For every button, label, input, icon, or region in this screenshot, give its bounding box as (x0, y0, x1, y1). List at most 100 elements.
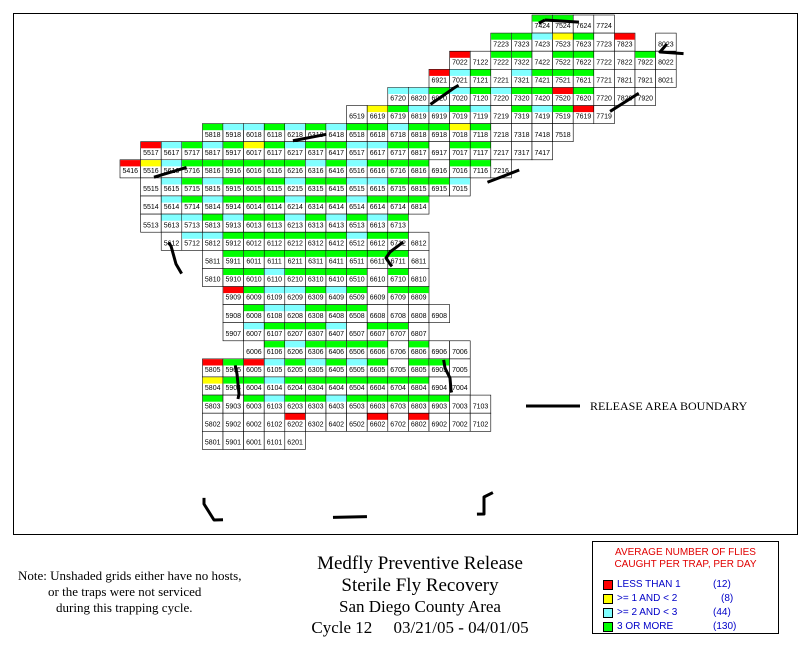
grid-cell: 5816 (202, 159, 224, 179)
grid-cell-color-band (367, 142, 388, 149)
grid-cell-color-band (161, 178, 182, 185)
grid-cell-label: 5516 (143, 168, 159, 175)
grid-cell-color-band (202, 232, 223, 239)
grid-cell-color-band (388, 196, 409, 203)
grid-cell: 7524 (552, 14, 574, 34)
grid-cell: 5818 (202, 123, 224, 142)
grid-cell-label: 5617 (164, 150, 180, 157)
grid-cell-label: 6716 (390, 168, 406, 175)
grid-cell-color-band (511, 105, 532, 113)
grid-cell: 6804 (408, 376, 430, 396)
grid-cell-label: 6109 (267, 295, 283, 302)
grid-cell-label: 6705 (390, 367, 406, 374)
grid-cell-color-band (243, 160, 264, 167)
grid-cell-label: 7420 (535, 96, 551, 103)
grid-cell-color-band (491, 87, 512, 94)
grid-cell-label: 6115 (267, 186, 282, 193)
grid-cell-color-band (243, 123, 264, 131)
grid-cell-label: 7519 (555, 114, 571, 121)
grid-cell-color-band (285, 196, 306, 203)
grid-cell: 5917 (222, 141, 244, 161)
grid-cell: 6916 (428, 159, 450, 179)
grid-cell-label: 7321 (514, 78, 530, 85)
grid-cell-color-band (367, 214, 388, 221)
grid-cell: 7722 (593, 50, 615, 70)
grid-cell: 6112 (263, 231, 286, 251)
grid-cell-label: 6718 (390, 132, 406, 139)
grid-cell: 6217 (284, 141, 306, 161)
grid-cell-label: 7622 (576, 59, 592, 66)
grid-cell-label: 6103 (267, 403, 283, 410)
grid-cell: 6717 (387, 141, 409, 161)
grid-cell-color-band (264, 196, 285, 203)
grid-cell-color-band (264, 395, 285, 402)
grid-cell: 6811 (408, 250, 430, 269)
grid-cell: 5713 (181, 213, 203, 233)
grid-cell-color-band (243, 304, 264, 312)
grid-cell: 6802 (408, 412, 430, 432)
grid-cell-color-band (429, 359, 450, 366)
grid-cell-label: 6707 (390, 331, 406, 338)
grid-cell-label: 6204 (287, 385, 303, 392)
grid-cell: 5416 (119, 159, 141, 179)
grid-cell-label: 7523 (555, 41, 571, 48)
grid-cell-label: 5514 (143, 204, 159, 211)
grid-cell: 7624 (572, 14, 595, 34)
grid-cell: 7217 (490, 141, 512, 161)
grid-cell-label: 7318 (514, 132, 530, 139)
grid-cell-label: 6314 (308, 204, 324, 211)
grid-cell-color-band (429, 123, 450, 131)
grid-cell-label: 7220 (493, 96, 509, 103)
grid-cell-label: 6511 (349, 259, 364, 266)
grid-cell-color-band (388, 232, 409, 239)
grid-cell-label: 7120 (473, 96, 489, 103)
grid-cell: 6406 (325, 340, 347, 360)
grid-cell-label: 7221 (493, 78, 509, 85)
grid-cell-label: 5712 (184, 240, 200, 247)
grid-cell-color-band (305, 304, 326, 312)
grid-cell-label: 6310 (308, 277, 324, 284)
grid-cell: 6714 (387, 195, 409, 215)
legend-swatch-yellow (603, 594, 613, 604)
grid-cell-color-band (388, 268, 409, 275)
grid-cell: 5914 (222, 195, 244, 215)
grid-cell: 6310 (305, 268, 327, 287)
grid-cell: 6902 (428, 412, 450, 432)
grid-cell-label: 6504 (349, 385, 365, 392)
grid-cell: 6404 (325, 376, 347, 396)
grid-cell: 5901 (222, 430, 244, 450)
grid-cell: 6607 (366, 322, 389, 342)
grid-cell-color-band (264, 178, 285, 185)
grid-cell-color-band (223, 196, 244, 203)
grid-cell-label: 6802 (411, 421, 427, 428)
grid-cell-label: 7724 (596, 23, 612, 30)
grid-cell-label: 6606 (370, 349, 386, 356)
grid-cell: 6809 (408, 286, 430, 305)
grid-cell: 6207 (284, 322, 306, 342)
grid-cell-fill (428, 304, 450, 324)
grid-cell-label: 6011 (246, 259, 261, 266)
grid-cell-label: 6014 (246, 204, 262, 211)
grid-cell: 5913 (222, 213, 244, 233)
legend-item-green: 3 OR MORE (130) (603, 621, 736, 633)
grid-cell: 6903 (428, 394, 450, 414)
grid-cell-label: 6417 (329, 150, 345, 157)
grid-cell-color-band (388, 142, 409, 149)
grid-cell: 7920 (634, 87, 656, 106)
grid-cell-color-band (367, 160, 388, 167)
grid-cell-label: 6012 (246, 240, 262, 247)
grid-cell-label: 6107 (267, 331, 283, 338)
grid-cell-label: 5817 (205, 150, 221, 157)
grid-cell-label: 6212 (287, 240, 303, 247)
grid-cell: 6819 (408, 105, 430, 124)
grid-cell-color-band (326, 268, 347, 275)
grid-cell: 6014 (243, 195, 265, 215)
grid-cell-label: 6904 (432, 385, 448, 392)
grid-cell: 6506 (346, 340, 368, 360)
grid-cell-color-band (408, 87, 429, 94)
grid-cell-label: 6005 (246, 367, 262, 374)
grid-cell: 6008 (243, 304, 265, 324)
grid-cell-color-band (408, 196, 429, 203)
grid-cell-fill (655, 68, 677, 88)
grid-cell-label: 7821 (617, 78, 633, 85)
